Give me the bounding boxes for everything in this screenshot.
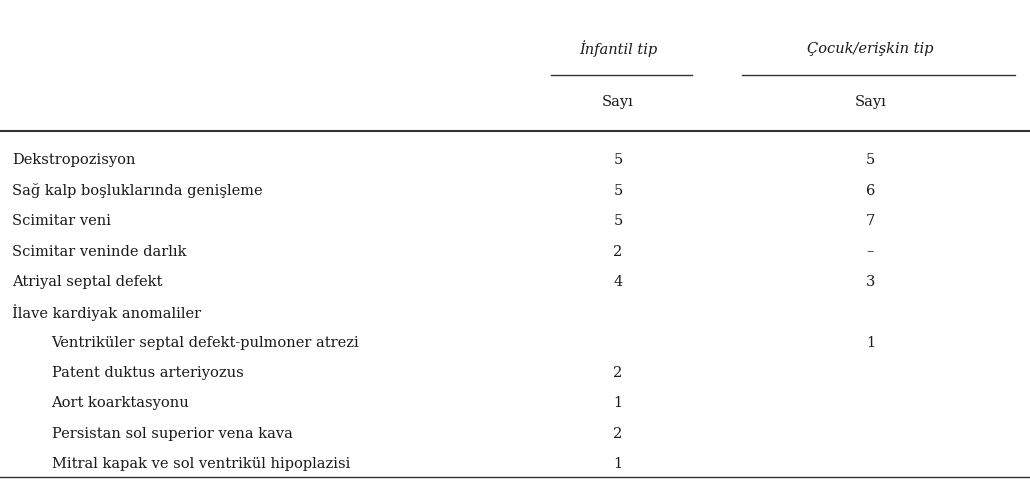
- Text: 5: 5: [866, 154, 874, 167]
- Text: Sayı: Sayı: [855, 95, 886, 109]
- Text: 6: 6: [865, 184, 875, 198]
- Text: Sayı: Sayı: [603, 95, 633, 109]
- Text: Ventriküler septal defekt-pulmoner atrezi: Ventriküler septal defekt-pulmoner atrez…: [52, 336, 359, 349]
- Text: İlave kardiyak anomaliler: İlave kardiyak anomaliler: [12, 304, 202, 321]
- Text: Çocuk/erişkin tip: Çocuk/erişkin tip: [808, 42, 933, 55]
- Text: 1: 1: [614, 397, 622, 410]
- Text: İnfantil tip: İnfantil tip: [579, 40, 657, 57]
- Text: 2: 2: [614, 366, 622, 380]
- Text: 5: 5: [614, 214, 622, 228]
- Text: 3: 3: [865, 275, 875, 289]
- Text: 4: 4: [614, 275, 622, 289]
- Text: 5: 5: [614, 184, 622, 198]
- Text: 7: 7: [866, 214, 874, 228]
- Text: –: –: [866, 244, 874, 259]
- Text: Scimitar veni: Scimitar veni: [12, 214, 111, 228]
- Text: Scimitar veninde darlık: Scimitar veninde darlık: [12, 244, 186, 259]
- Text: 1: 1: [614, 457, 622, 471]
- Text: Persistan sol superior vena kava: Persistan sol superior vena kava: [52, 427, 293, 441]
- Text: Dekstropozisyon: Dekstropozisyon: [12, 154, 136, 167]
- Text: Atriyal septal defekt: Atriyal septal defekt: [12, 275, 163, 289]
- Text: Sağ kalp boşluklarında genişleme: Sağ kalp boşluklarında genişleme: [12, 183, 263, 198]
- Text: Aort koarktasyonu: Aort koarktasyonu: [52, 397, 190, 410]
- Text: 1: 1: [866, 336, 874, 349]
- Text: 2: 2: [614, 244, 622, 259]
- Text: 2: 2: [614, 427, 622, 441]
- Text: Patent duktus arteriyozus: Patent duktus arteriyozus: [52, 366, 243, 380]
- Text: Mitral kapak ve sol ventrikül hipoplazisi: Mitral kapak ve sol ventrikül hipoplazis…: [52, 457, 350, 471]
- Text: 5: 5: [614, 154, 622, 167]
